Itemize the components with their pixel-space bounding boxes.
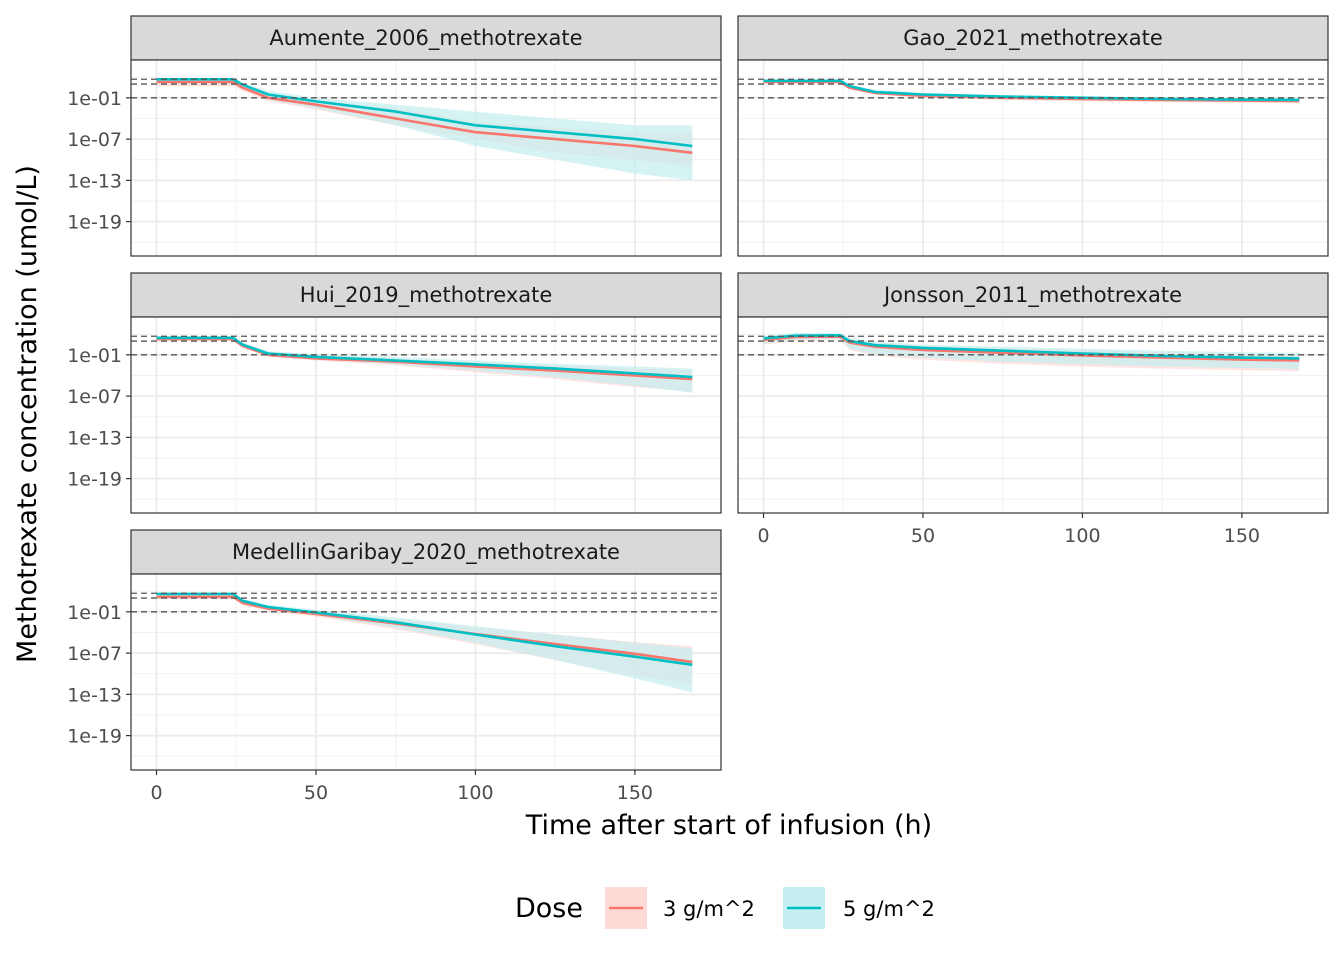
y-tick-label: 1e-07 [67, 386, 122, 408]
series-line-5g [156, 336, 693, 379]
plot-background [738, 317, 1328, 513]
legend: Dose 3 g/m^2 5 g/m^2 [515, 887, 935, 929]
panels-layer: Aumente_2006_methotrexate 1e-19 1e-13 1e-07… [67, 15, 1329, 804]
legend-label-5g: 5 g/m^2 [843, 897, 935, 921]
y-tick-label: 1e-13 [67, 170, 122, 192]
panel-3: Hui_2019_methotrexate 1e-19 1e-13 1e-07 1e-0… [67, 272, 722, 514]
x-tick-label: 100 [1064, 525, 1100, 547]
plot-area [738, 60, 1328, 256]
plot-area [738, 317, 1328, 513]
y-tick-label: 1e-19 [67, 212, 122, 234]
ribbon-5g [156, 336, 693, 393]
ribbon-5g [156, 78, 693, 181]
panel-title: MedellinGaribay_2020_methotrexate [232, 540, 620, 565]
legend-label-3g: 3 g/m^2 [663, 897, 755, 921]
x-tick-label: 100 [457, 782, 493, 804]
panel-5: MedellinGaribay_2020_methotrexate 1e-19 1e… [67, 529, 722, 804]
panel-border [130, 316, 722, 514]
panel-border [737, 316, 1329, 514]
panel-title: Hui_2019_methotrexate [300, 283, 553, 308]
ribbon-5g [156, 593, 693, 693]
panel-strip [130, 529, 722, 575]
legend-item-5g: 5 g/m^2 [783, 887, 935, 929]
panel-border [130, 573, 722, 771]
panel-1: Aumente_2006_methotrexate 1e-19 1e-13 1e-07… [67, 15, 722, 257]
panel-title: Aumente_2006_methotrexate [269, 26, 582, 51]
y-tick-label: 1e-01 [67, 345, 122, 367]
x-tick-label: 0 [150, 782, 162, 804]
y-tick-label: 1e-07 [67, 129, 122, 151]
y-tick-label: 1e-01 [67, 88, 122, 110]
plot-background [131, 317, 721, 513]
series-line-5g [763, 79, 1300, 102]
panel-strip [737, 15, 1329, 61]
x-tick-label: 0 [757, 525, 769, 547]
plot-area [131, 60, 721, 256]
panel-strip [130, 15, 722, 61]
panel-strip [737, 272, 1329, 318]
y-axis-title: Methotrexate concentration (umol/L) [12, 165, 43, 663]
panel-strip [130, 272, 722, 318]
plot-background [738, 60, 1328, 256]
legend-title: Dose [515, 893, 583, 924]
panel-title: Jonsson_2011_methotrexate [882, 283, 1182, 308]
y-tick-label: 1e-19 [67, 726, 122, 748]
series-line-5g [763, 334, 1300, 360]
y-tick-label: 1e-13 [67, 427, 122, 449]
panel-4: Jonsson_2011_methotrexate 0 50 100 150 [737, 272, 1329, 547]
legend-item-3g: 3 g/m^2 [605, 887, 755, 929]
x-tick-label: 150 [617, 782, 653, 804]
series-line-5g [156, 78, 693, 148]
plot-area [131, 574, 721, 770]
x-tick-label: 50 [304, 782, 328, 804]
y-tick-label: 1e-19 [67, 469, 122, 491]
y-tick-label: 1e-07 [67, 643, 122, 665]
plot-area [131, 317, 721, 513]
panel-border [737, 59, 1329, 257]
x-tick-label: 150 [1224, 525, 1260, 547]
panel-border [130, 59, 722, 257]
series-line-5g [156, 592, 693, 667]
panel-title: Gao_2021_methotrexate [903, 26, 1163, 51]
y-tick-label: 1e-13 [67, 684, 122, 706]
x-tick-label: 50 [911, 525, 935, 547]
x-axis-title: Time after start of infusion (h) [525, 810, 932, 841]
series-line-3g [156, 80, 693, 155]
panel-2: Gao_2021_methotrexate [737, 15, 1329, 257]
y-tick-label: 1e-01 [67, 602, 122, 624]
